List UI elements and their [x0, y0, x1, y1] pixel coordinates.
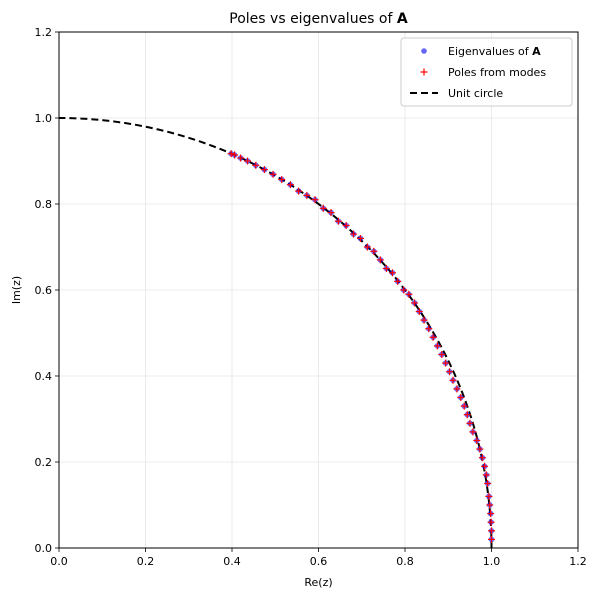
unit-circle-layer — [58, 117, 493, 549]
x-tick-label: 0.8 — [396, 555, 414, 568]
chart-title: Poles vs eigenvalues of A — [229, 11, 408, 27]
pole-point — [463, 411, 471, 419]
pole-point — [295, 187, 303, 195]
legend-label: Eigenvalues of A — [448, 45, 541, 58]
y-tick-label: 0.8 — [35, 198, 53, 211]
legend-label-text: Unit circle — [448, 87, 503, 100]
pole-point — [400, 286, 408, 294]
pole-point — [342, 222, 350, 229]
pole-point — [411, 299, 419, 307]
pole-point — [488, 527, 495, 535]
pole-point — [350, 230, 358, 238]
pole-point — [356, 234, 364, 242]
legend-marker-eigenvalues — [421, 48, 427, 54]
pole-point — [449, 376, 457, 384]
pole-point — [415, 308, 423, 315]
pole-point — [446, 368, 454, 376]
legend-box — [400, 37, 573, 107]
pole-point — [269, 170, 277, 178]
legend-label-text: Eigenvalues of — [448, 45, 532, 58]
pole-point — [311, 196, 319, 204]
x-tick-label: 0.2 — [137, 555, 155, 568]
pole-point — [476, 445, 484, 453]
pole-point — [227, 150, 235, 158]
pole-point — [286, 181, 294, 189]
pole-point — [334, 217, 342, 225]
pole-point — [382, 265, 390, 272]
pole-point — [485, 492, 493, 500]
pole-point — [487, 510, 495, 518]
pole-point — [457, 394, 465, 401]
legend-label: Poles from modes — [448, 66, 546, 79]
ticks-layer: 0.0 0.2 0.4 0.6 0.8 1.0 1.2 0.0 0.2 0.4 0.6 0.8 1.0 1… — [35, 26, 587, 568]
legend-label-bold: A — [532, 45, 541, 58]
pole-point — [420, 316, 428, 324]
y-tick-label: 1.2 — [35, 26, 53, 39]
pole-point — [429, 333, 437, 341]
legend-marker-poles — [420, 68, 428, 76]
x-axis-label: Re(z) — [304, 576, 332, 589]
pole-point — [388, 269, 396, 277]
pole-point — [370, 247, 378, 255]
pole-point — [237, 154, 245, 162]
y-tick-label: 0.4 — [35, 370, 53, 383]
pole-point — [481, 462, 489, 470]
y-axis-label: Im(z) — [10, 276, 23, 304]
pole-point — [478, 454, 486, 462]
pole-point — [438, 351, 446, 358]
pole-point — [244, 157, 252, 165]
pole-point — [453, 385, 461, 393]
legend: Eigenvalues of A Poles from modes Unit cir… — [400, 37, 573, 107]
x-tick-label: 0.0 — [50, 555, 68, 568]
pole-point — [260, 166, 268, 174]
pole-point — [405, 290, 413, 298]
x-tick-label: 1.0 — [483, 555, 501, 568]
chart-title-bold: A — [397, 11, 408, 27]
pole-point — [425, 325, 433, 333]
pole-point — [433, 342, 441, 350]
legend-label: Unit circle — [448, 87, 503, 100]
pole-point — [363, 243, 371, 251]
x-tick-label: 0.4 — [223, 555, 241, 568]
pole-point — [484, 480, 492, 487]
legend-label-text: Poles from modes — [448, 66, 546, 79]
pole-point — [466, 419, 474, 427]
y-tick-label: 0.2 — [35, 456, 53, 469]
pole-point — [442, 359, 450, 367]
y-tick-label: 0.6 — [35, 284, 53, 297]
pole-point — [473, 437, 481, 444]
pole-point — [319, 204, 327, 212]
legend-items: Eigenvalues of A Poles from modes Unit cir… — [410, 45, 546, 100]
pole-point — [327, 209, 335, 217]
unit-circle-curve — [58, 117, 493, 549]
pole-point — [376, 256, 384, 264]
y-tick-label: 1.0 — [35, 112, 53, 125]
pole-point — [486, 501, 494, 509]
pole-point — [278, 175, 286, 183]
pole-point — [482, 471, 490, 479]
pole-point — [231, 151, 239, 159]
y-tick-label: 0.0 — [35, 542, 53, 555]
pole-point — [469, 428, 477, 436]
pole-point — [394, 277, 402, 285]
pole-point — [252, 161, 260, 169]
chart-title-text: Poles vs eigenvalues of — [229, 11, 397, 27]
pole-point — [487, 518, 495, 526]
x-tick-label: 0.6 — [310, 555, 328, 568]
pole-point — [303, 191, 311, 199]
pole-point — [488, 535, 495, 543]
points-layer — [227, 150, 495, 543]
x-tick-label: 1.2 — [569, 555, 587, 568]
pole-point — [460, 402, 468, 410]
